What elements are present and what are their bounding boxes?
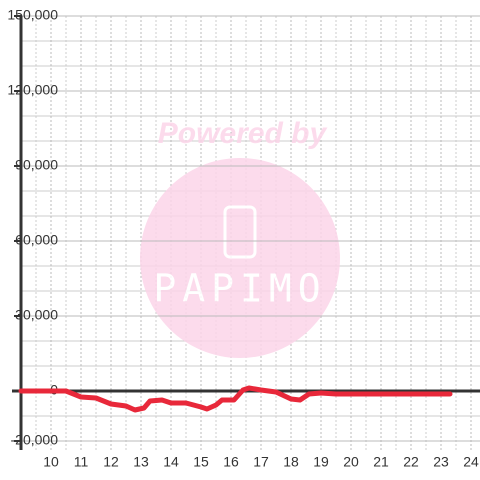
x-tick-label: 14 <box>163 454 179 470</box>
y-tick-label: 150,000 <box>7 7 58 23</box>
watermark-phone <box>223 205 257 259</box>
y-tick-label: 120,000 <box>7 82 58 98</box>
y-tick-label: 90,000 <box>15 157 58 173</box>
x-tick-label: 19 <box>313 454 329 470</box>
x-tick-label: 22 <box>403 454 419 470</box>
x-tick-label: 20 <box>343 454 359 470</box>
x-tick-label: 11 <box>74 454 89 470</box>
x-tick-label: 16 <box>223 454 239 470</box>
x-tick-label: 17 <box>253 454 269 470</box>
x-tick-label: 21 <box>373 454 389 470</box>
y-tick-label: 30,000 <box>15 307 58 323</box>
watermark-logo: PAPIMO <box>153 267 326 311</box>
x-tick-label: 13 <box>133 454 149 470</box>
line-series <box>18 385 453 413</box>
x-tick-label: 12 <box>103 454 119 470</box>
x-tick-label: 10 <box>43 454 59 470</box>
x-tick-label: 18 <box>283 454 299 470</box>
x-tick-label: 15 <box>193 454 209 470</box>
x-tick-label: 23 <box>433 454 449 470</box>
watermark: Powered by PAPIMO <box>140 117 340 358</box>
y-tick-label: 60,000 <box>15 232 58 248</box>
x-tick-label: 24 <box>463 454 479 470</box>
watermark-text: Powered by <box>158 117 328 150</box>
y-tick-label: -20,000 <box>11 432 59 448</box>
